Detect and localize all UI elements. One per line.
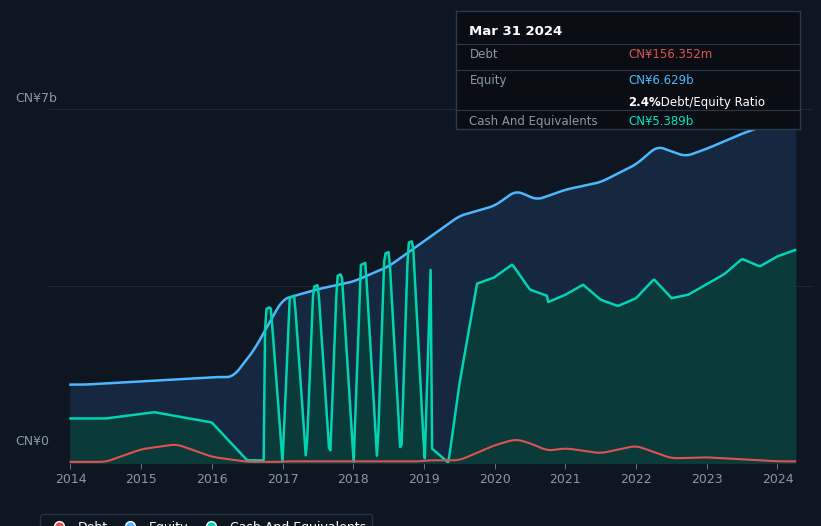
Text: CN¥156.352m: CN¥156.352m bbox=[628, 48, 713, 62]
Text: CN¥5.389b: CN¥5.389b bbox=[628, 115, 693, 128]
Text: Cash And Equivalents: Cash And Equivalents bbox=[470, 115, 598, 128]
Text: Mar 31 2024: Mar 31 2024 bbox=[470, 25, 562, 38]
Text: Debt/Equity Ratio: Debt/Equity Ratio bbox=[658, 96, 765, 109]
Text: 2.4%: 2.4% bbox=[628, 96, 661, 109]
Text: CN¥0: CN¥0 bbox=[15, 434, 49, 448]
Legend: Debt, Equity, Cash And Equivalents: Debt, Equity, Cash And Equivalents bbox=[40, 514, 372, 526]
Text: Debt: Debt bbox=[470, 48, 498, 62]
Text: CN¥6.629b: CN¥6.629b bbox=[628, 74, 694, 87]
Text: Equity: Equity bbox=[470, 74, 507, 87]
Text: CN¥7b: CN¥7b bbox=[15, 92, 57, 105]
